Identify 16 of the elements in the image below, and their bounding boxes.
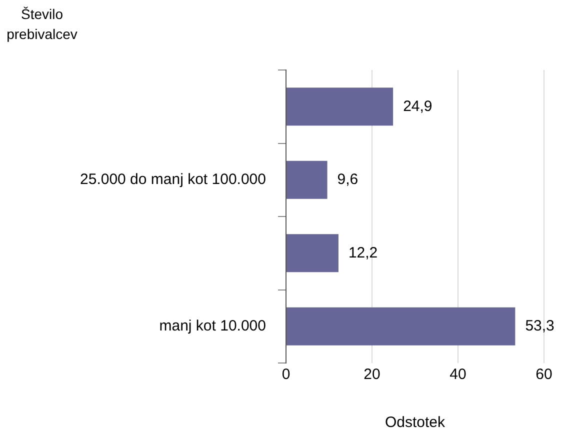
x-tick-label: 0 xyxy=(282,366,290,384)
x-axis-title: Odstotek xyxy=(384,414,446,431)
data-label: 9,6 xyxy=(337,171,358,188)
y-tick-label: 25.000 do manj kot 100.000 xyxy=(80,171,266,188)
bar xyxy=(286,160,328,199)
bar xyxy=(286,307,516,346)
data-label: 53,3 xyxy=(525,318,554,335)
x-tick-label: 40 xyxy=(450,366,466,384)
bar xyxy=(286,234,338,272)
data-label: 12,2 xyxy=(348,244,378,262)
x-tick-label: 20 xyxy=(364,366,380,384)
y-axis-title: Število prebivalcev xyxy=(6,5,78,44)
bar xyxy=(286,88,394,126)
x-tick-label: 60 xyxy=(536,366,552,384)
y-tick-label: manj kot 10.000 xyxy=(159,318,266,335)
data-label: 24,9 xyxy=(403,98,432,115)
